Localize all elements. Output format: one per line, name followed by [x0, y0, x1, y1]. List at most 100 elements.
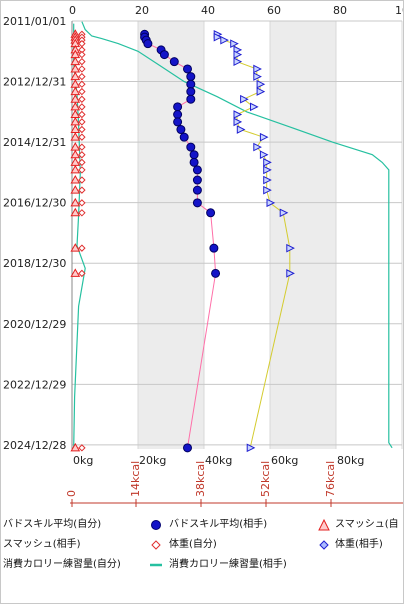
- weight-opponent-marker: [266, 198, 276, 208]
- weight-opponent-marker: [263, 185, 272, 195]
- skill-opponent-marker: [211, 268, 221, 278]
- weight-top-tick-label: 10: [395, 4, 404, 17]
- weight-opponent-marker: [263, 165, 272, 175]
- legend-label: 消費カロリー練習量(相手): [169, 559, 287, 570]
- weight-self-marker: [78, 151, 86, 159]
- skill-opponent-marker: [186, 94, 196, 104]
- weight-bottom-tick-label: 80kg: [337, 454, 364, 467]
- skill-opponent-marker: [169, 57, 179, 67]
- skill-opponent-marker: [183, 443, 192, 453]
- skill-opponent-marker: [186, 72, 196, 82]
- weight-opponent-marker: [263, 175, 272, 185]
- weight-opponent-marker: [230, 39, 239, 48]
- skill-opponent-marker: [186, 142, 196, 152]
- weight-opponent-marker: [263, 158, 272, 167]
- weight-self-marker: [78, 158, 86, 167]
- weight-self-marker: [78, 444, 86, 452]
- weight-opponent-marker: [233, 110, 243, 119]
- weight-self-marker: [78, 80, 86, 88]
- kcal-tick-label: 0: [65, 490, 78, 497]
- smash-self-marker: [70, 243, 81, 252]
- weight-self-marker: [78, 118, 86, 126]
- weight-top-tick-label: 60: [267, 4, 281, 17]
- skill-opponent-marker: [192, 175, 202, 185]
- weight-bottom-tick-label: 60kg: [271, 454, 298, 467]
- legend-item: スマッシュ(相手): [3, 536, 81, 554]
- weight-self-marker: [78, 166, 86, 174]
- weight-opponent-marker: [256, 87, 266, 96]
- skill-opponent-marker: [143, 39, 153, 49]
- legend-label: バドスキル平均(自分): [3, 519, 102, 530]
- date-tick-label: 2014/12/31: [3, 136, 66, 149]
- legend-item: 消費カロリー練習量(自分): [3, 556, 121, 574]
- weight-opponent-marker: [250, 102, 259, 112]
- date-tick-label: 2020/12/29: [3, 318, 66, 331]
- chart-legend: バドスキル平均(自分) バドスキル平均(相手) スマッシュ(自 スマッシュ(相手…: [1, 516, 403, 578]
- weight-self-marker: [78, 72, 86, 81]
- smash-self-marker: [70, 185, 81, 194]
- smash-self-marker: [70, 164, 81, 174]
- weight-self-marker: [78, 269, 86, 278]
- skill-opponent-marker: [189, 150, 199, 160]
- weight-self-marker: [78, 57, 86, 66]
- triangle-icon: [318, 518, 330, 531]
- weight-self-marker: [78, 199, 86, 207]
- skill-opponent-marker: [173, 109, 183, 119]
- weight-opponent-marker: [246, 443, 256, 453]
- skill-opponent-marker: [186, 87, 196, 97]
- weight-opponent-marker: [286, 269, 295, 278]
- weight-top-tick-label: 80: [333, 4, 347, 17]
- smash-self-marker: [70, 207, 81, 217]
- skill-opponent-marker: [192, 198, 202, 208]
- weight-opponent-marker: [220, 35, 229, 45]
- skill-opponent-marker: [173, 117, 183, 127]
- kcal-tick-label: 38kcal: [194, 461, 207, 497]
- weight-top-tick-label: 40: [201, 4, 215, 17]
- legend-label: 消費カロリー練習量(自分): [3, 559, 121, 570]
- skill-opponent-marker: [179, 132, 189, 142]
- weight-opponent-marker: [233, 57, 243, 66]
- skill-opponent-marker: [189, 157, 199, 167]
- smash-self-marker: [70, 132, 81, 141]
- skill-opponent-marker: [173, 102, 183, 112]
- date-tick-label: 2024/12/28: [3, 439, 66, 452]
- weight-opponent-marker: [279, 208, 289, 218]
- legend-label: 体重(自分): [169, 539, 217, 550]
- weight-opponent-marker: [240, 94, 249, 104]
- weight-bottom-tick-label: 0kg: [73, 454, 93, 467]
- date-tick-label: 2016/12/30: [3, 197, 66, 210]
- kcal-tick-label: 14kcal: [129, 461, 142, 497]
- weight-opponent-marker: [233, 117, 243, 127]
- weight-self-marker: [78, 244, 86, 252]
- weight-opponent-marker: [213, 32, 223, 42]
- weight-opponent-marker: [256, 79, 266, 89]
- skill-opponent-marker: [183, 64, 192, 74]
- skill-opponent-marker: [209, 243, 219, 253]
- circle-icon: [151, 520, 161, 530]
- skill-opponent-marker: [192, 185, 202, 195]
- calorie-self-line: [81, 21, 393, 449]
- weight-self-marker: [78, 87, 86, 96]
- weight-self-marker: [78, 209, 86, 217]
- date-tick-label: 2012/12/31: [3, 76, 66, 89]
- skill-opponent-marker: [159, 50, 169, 60]
- weight-self-marker: [78, 65, 86, 73]
- legend-label: 体重(相手): [335, 539, 383, 550]
- kcal-tick-label: 52kcal: [259, 461, 272, 497]
- weight-self-marker: [78, 186, 86, 194]
- weight-self-marker: [78, 176, 86, 184]
- smash-self-marker: [70, 175, 81, 184]
- weight-opponent-marker: [259, 150, 269, 160]
- weight-self-marker: [78, 143, 86, 151]
- skill-opponent-marker: [176, 125, 186, 135]
- weight-self-marker: [78, 110, 86, 119]
- weight-opponent-marker: [233, 50, 243, 59]
- skill-opponent-marker: [192, 165, 202, 175]
- weight-bottom-tick-label: 20kg: [139, 454, 166, 467]
- diamond-icon: [319, 540, 329, 550]
- weight-bottom-tick-label: 40kg: [205, 454, 232, 467]
- weight-opponent-marker: [259, 132, 269, 142]
- skill-opponent-marker: [206, 208, 216, 218]
